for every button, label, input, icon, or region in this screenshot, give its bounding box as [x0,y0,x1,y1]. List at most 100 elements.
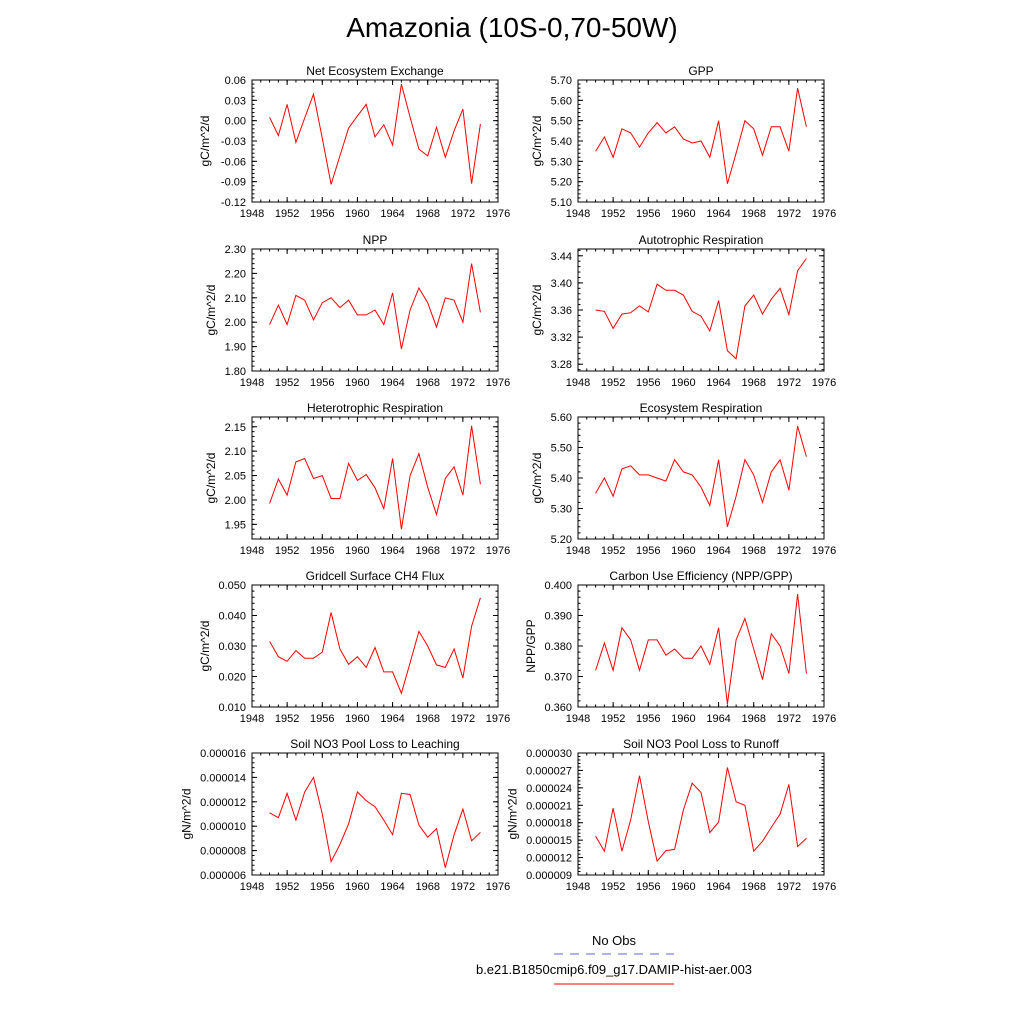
x-tick-label: 1968 [415,881,439,893]
y-tick-label: 2.10 [225,293,246,305]
chart-panel: Soil NO3 Pool Loss to Leaching 1948 1952 19… [179,737,510,893]
y-tick-label: 5.40 [551,136,572,148]
x-tick-label: 1976 [486,713,510,725]
x-tick-label: 1948 [566,208,590,220]
x-tick-label: 1976 [486,881,510,893]
y-tick-label: 5.20 [551,177,572,189]
x-tick-label: 1964 [380,881,404,893]
y-tick-label: 2.00 [225,495,246,507]
x-tick-label: 1968 [415,377,439,389]
chart-panel: Ecosystem Respiration 1948 1952 1956 1960 196… [530,401,836,557]
x-tick-label: 1972 [777,713,801,725]
x-tick-label: 1948 [566,545,590,557]
y-tick-label: 0.00 [225,116,246,128]
x-tick-label: 1976 [486,377,510,389]
figure-title: Amazonia (10S-0,70-50W) [346,12,678,43]
y-tick-label: 0.000006 [200,870,246,882]
y-tick-label: 0.370 [544,672,572,684]
y-tick-label: 2.05 [225,471,246,483]
y-tick-label: 5.10 [551,197,572,209]
chart-panel: Autotrophic Respiration 1948 1952 1956 1960 1… [530,233,836,389]
chart-panel: Gridcell Surface CH4 Flux 1948 1952 1956 196… [198,569,510,725]
series-line [595,594,807,705]
x-tick-label: 1968 [415,208,439,220]
x-tick-label: 1972 [451,208,475,220]
x-tick-label: 1968 [415,545,439,557]
chart-panel: Net Ecosystem Exchange 1948 1952 1956 1960 19… [198,64,510,220]
x-tick-label: 1952 [275,208,299,220]
plot-frame [577,416,825,540]
y-tick-label: 0.000012 [526,853,572,865]
x-tick-label: 1960 [345,208,369,220]
x-tick-label: 1972 [451,545,475,557]
x-tick-label: 1968 [741,713,765,725]
x-tick-label: 1968 [741,377,765,389]
series-line [595,258,807,360]
x-tick-label: 1972 [451,713,475,725]
plot-frame [577,752,825,876]
y-tick-label: 3.32 [551,332,572,344]
y-axis-label: gC/m^2/d [204,285,218,336]
chart-title: NPP [363,233,388,247]
x-tick-label: 1948 [240,881,264,893]
x-tick-label: 1964 [706,881,730,893]
x-tick-label: 1968 [741,881,765,893]
y-tick-label: 3.28 [551,359,572,371]
y-tick-label: -0.03 [221,136,246,148]
y-tick-label: 5.50 [551,116,572,128]
y-tick-label: 0.010 [218,702,246,714]
y-tick-label: 0.000018 [526,818,572,830]
x-tick-label: 1960 [671,881,695,893]
y-tick-label: 0.380 [544,641,572,653]
x-tick-label: 1964 [706,713,730,725]
x-tick-label: 1956 [310,881,334,893]
x-tick-label: 1968 [415,713,439,725]
x-tick-label: 1960 [671,545,695,557]
y-tick-label: 1.95 [225,519,246,531]
chart-title: Soil NO3 Pool Loss to Leaching [290,737,459,751]
x-tick-label: 1952 [601,713,625,725]
x-tick-label: 1948 [566,713,590,725]
y-tick-label: 2.30 [225,244,246,256]
y-tick-label: 0.000010 [200,821,246,833]
series-line [269,597,481,695]
y-tick-label: 0.000016 [200,748,246,760]
y-tick-label: 0.050 [218,580,246,592]
x-tick-label: 1964 [706,545,730,557]
y-tick-label: 0.030 [218,641,246,653]
y-tick-label: 1.80 [225,366,246,378]
chart-title: Autotrophic Respiration [639,233,764,247]
y-axis-label: NPP/GPP [524,619,538,672]
x-tick-label: 1952 [275,713,299,725]
series-line [595,87,807,184]
legend-obs-label: No Obs [592,933,637,948]
y-tick-label: 5.60 [551,95,572,107]
y-tick-label: 0.000015 [526,835,572,847]
x-tick-label: 1948 [566,377,590,389]
x-tick-label: 1952 [601,545,625,557]
y-tick-label: 2.20 [225,268,246,280]
chart-title: GPP [688,64,713,78]
y-tick-label: 0.040 [218,611,246,623]
y-tick-label: -0.12 [221,197,246,209]
x-tick-label: 1956 [636,713,660,725]
x-tick-label: 1972 [777,545,801,557]
y-tick-label: 2.10 [225,446,246,458]
series-line [269,263,481,350]
x-tick-label: 1952 [601,208,625,220]
y-tick-label: 0.000021 [526,800,572,812]
y-tick-label: 0.400 [544,580,572,592]
plot-frame [251,416,499,540]
y-tick-label: 3.40 [551,278,572,290]
chart-title: Heterotrophic Respiration [307,401,443,415]
y-tick-label: 5.50 [551,443,572,455]
x-tick-label: 1956 [310,208,334,220]
x-tick-label: 1960 [345,545,369,557]
x-tick-label: 1960 [671,713,695,725]
legend: No Obs b.e21.B1850cmip6.f09_g17.DAMIP-hi… [476,933,752,985]
x-tick-label: 1972 [777,377,801,389]
x-tick-label: 1964 [380,208,404,220]
y-tick-label: 1.90 [225,342,246,354]
y-tick-label: 0.360 [544,702,572,714]
y-axis-label: gC/m^2/d [204,453,218,504]
